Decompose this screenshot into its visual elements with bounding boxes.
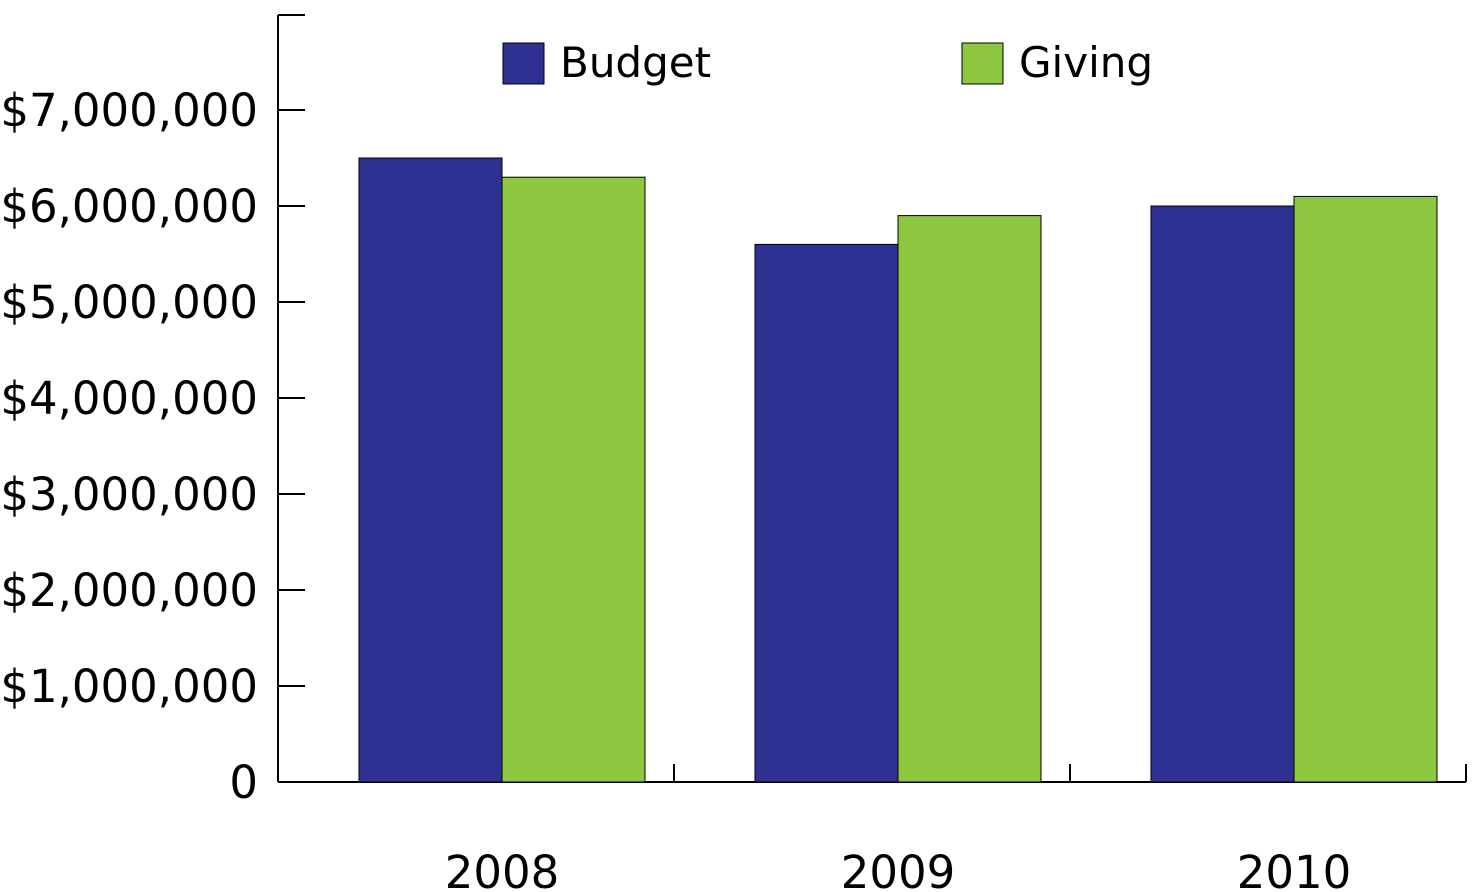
x-tick-label: 2009 bbox=[841, 846, 956, 892]
legend-label-giving: Giving bbox=[1019, 38, 1153, 87]
legend-label-budget: Budget bbox=[560, 38, 711, 87]
x-tick-label: 2010 bbox=[1237, 846, 1352, 892]
bar-budget-2008 bbox=[358, 157, 503, 783]
bar-giving-2008 bbox=[501, 176, 646, 783]
y-tick-label: $6,000,000 bbox=[0, 180, 258, 233]
bar-series bbox=[358, 157, 1438, 783]
x-axis: 2008 2009 2010 bbox=[278, 764, 1467, 892]
y-tick-label: $2,000,000 bbox=[0, 564, 258, 617]
y-tick-label: $5,000,000 bbox=[0, 276, 258, 329]
y-tick-label: $1,000,000 bbox=[0, 660, 258, 713]
bar-budget-2009 bbox=[754, 243, 899, 783]
legend-swatch-giving bbox=[961, 42, 1004, 85]
y-tick-label: $4,000,000 bbox=[0, 372, 258, 425]
legend: Budget Giving bbox=[502, 38, 1153, 87]
legend-swatch-budget bbox=[502, 42, 545, 85]
bar-budget-2010 bbox=[1150, 205, 1295, 783]
bar-giving-2009 bbox=[897, 215, 1042, 783]
y-tick-label: $3,000,000 bbox=[0, 468, 258, 521]
y-tick-label: $7,000,000 bbox=[0, 84, 258, 137]
x-tick-label: 2008 bbox=[445, 846, 560, 892]
y-axis: 0 $1,000,000 $2,000,000 $3,000,000 $4,000,00… bbox=[0, 14, 305, 809]
y-tick-label: 0 bbox=[229, 756, 258, 809]
bar-giving-2010 bbox=[1293, 195, 1438, 783]
